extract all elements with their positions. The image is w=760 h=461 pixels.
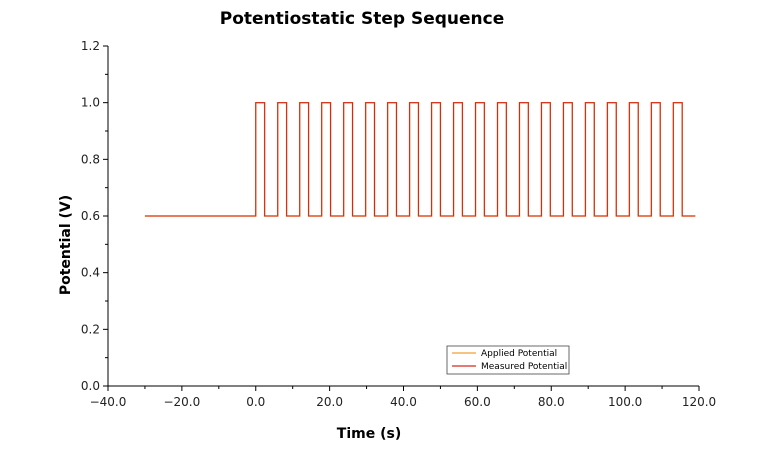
y-tick-label: 0.2 [81,322,100,336]
plot-series [144,101,696,217]
x-tick-label: 40.0 [390,395,417,409]
y-tick-label: 0.0 [81,379,100,393]
x-tick-label: 120.0 [682,395,716,409]
x-axis-ticks: −40.0 −20.0 0.0 20.0 40.0 60.0 80.0 100.0 120.0 [90,386,716,409]
chart-title: Potentiostatic Step Sequence [220,9,504,29]
legend-label-applied-potential: Applied Potential [481,349,557,359]
x-tick-label: 20.0 [316,395,343,409]
y-tick-label: 1.2 [81,39,100,53]
y-tick-label: 0.8 [81,152,100,166]
y-tick-label: 1.0 [81,96,100,110]
x-tick-label: 100.0 [608,395,642,409]
y-tick-label: 0.4 [81,266,100,280]
series-line-measured-potential [144,102,696,217]
legend: Applied Potential Measured Potential [446,345,570,375]
y-axis-label: Potential (V) [58,195,74,295]
y-axis-ticks: 0.0 0.2 0.4 0.6 0.8 1.0 1.2 [81,39,108,393]
legend-box [446,345,570,375]
x-tick-label: 60.0 [464,395,491,409]
legend-label-measured-potential: Measured Potential [481,362,567,372]
x-tick-label: −20.0 [163,395,200,409]
x-tick-label: −40.0 [90,395,127,409]
series-line-applied-potential [144,101,696,217]
x-tick-label: 80.0 [538,395,565,409]
x-axis-label: Time (s) [337,426,401,442]
x-tick-label: 0.0 [246,395,265,409]
y-tick-label: 0.6 [81,209,100,223]
